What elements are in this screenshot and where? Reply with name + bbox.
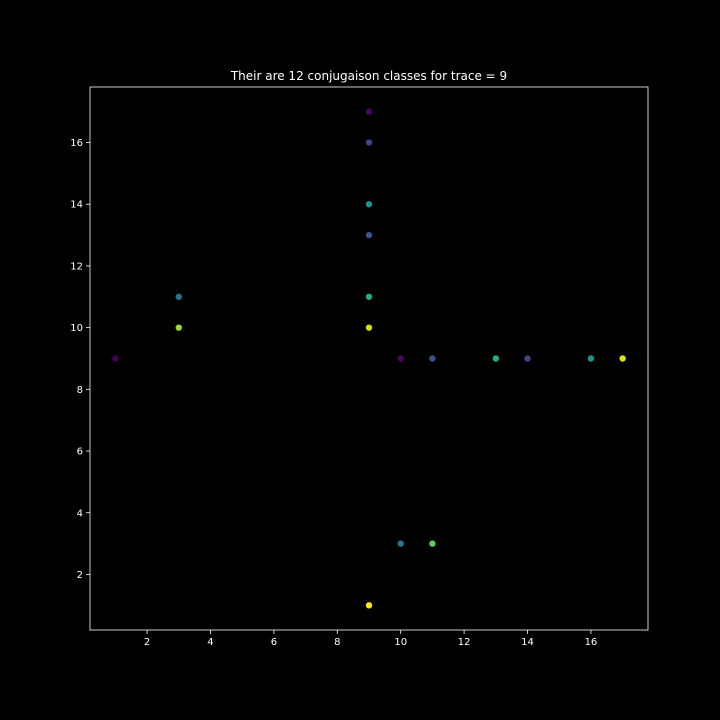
scatter-point	[397, 540, 404, 547]
scatter-point	[587, 355, 595, 362]
y-tick-label: 4	[77, 508, 83, 519]
y-tick-label: 10	[70, 323, 83, 334]
scatter-point	[175, 293, 182, 300]
scatter-point	[175, 324, 182, 331]
scatter-point	[619, 355, 626, 362]
y-tick-label: 6	[77, 447, 83, 458]
x-tick-label: 12	[458, 637, 471, 648]
scatter-point	[429, 540, 436, 547]
scatter-point	[365, 324, 373, 331]
chart-title: Their are 12 conjugaison classes for tra…	[230, 69, 507, 83]
scatter-point	[365, 201, 373, 208]
x-tick-label: 8	[334, 637, 340, 648]
data-points	[112, 108, 626, 609]
scatter-point	[524, 355, 531, 362]
y-axis: 2 4 6 8 10 12 14 16	[70, 138, 90, 581]
x-tick-label: 16	[585, 637, 598, 648]
scatter-point	[365, 602, 373, 609]
x-tick-label: 2	[144, 637, 150, 648]
scatter-point	[365, 139, 373, 146]
x-tick-label: 4	[207, 637, 213, 648]
y-tick-label: 14	[70, 200, 83, 211]
scatter-point	[365, 293, 373, 300]
scatter-point	[365, 231, 373, 239]
scatter-point	[365, 108, 373, 115]
y-tick-label: 12	[70, 261, 83, 272]
x-tick-label: 10	[394, 637, 407, 648]
y-tick-label: 2	[77, 570, 83, 581]
y-tick-label: 8	[77, 385, 83, 396]
x-axis: 2 4 6 8 10 12 14 16	[144, 630, 597, 648]
scatter-point	[397, 355, 404, 362]
y-tick-label: 16	[70, 138, 83, 149]
scatter-point	[429, 355, 436, 362]
scatter-point	[492, 355, 500, 362]
x-tick-label: 6	[271, 637, 277, 648]
plot-frame	[89, 86, 649, 631]
x-tick-label: 14	[521, 637, 534, 648]
scatter-point	[112, 355, 119, 362]
